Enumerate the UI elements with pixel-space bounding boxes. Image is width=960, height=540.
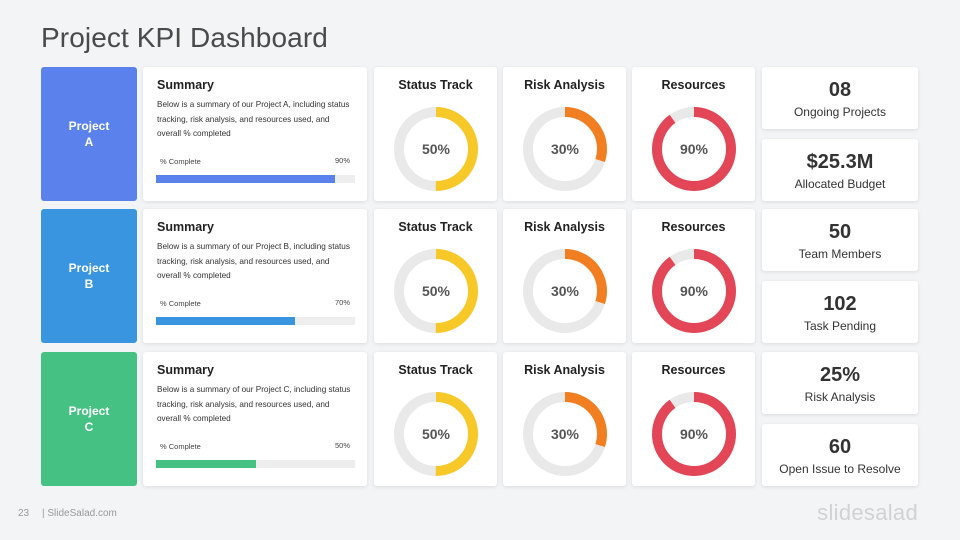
stat-task-pending: 102 Task Pending (762, 281, 918, 343)
risk-analysis-title: Risk Analysis (524, 363, 605, 377)
page-number: 23 (18, 508, 30, 519)
footer-site-link[interactable]: | SlideSalad.com (42, 508, 117, 519)
stat-value: 25% (819, 364, 861, 386)
progress-bar-track (156, 175, 355, 183)
resources-donut (652, 107, 736, 191)
project-c-summary-card: Summary Below is a summary of our Projec… (143, 352, 367, 486)
stat-value: $25.3M (806, 151, 874, 173)
stat-risk-analysis: 25% Risk Analysis (762, 352, 918, 414)
project-b-label: Project (68, 261, 110, 275)
resources-title: Resources (661, 78, 726, 92)
stat-allocated-budget: $25.3M Allocated Budget (762, 139, 918, 201)
stat-open-issues: 60 Open Issue to Resolve (762, 424, 918, 486)
donut-arc (394, 249, 478, 333)
progress-bar-track (156, 460, 355, 468)
progress-bar-fill (156, 460, 256, 468)
resources-value: 90% (679, 141, 709, 157)
stat-ongoing-projects: 08 Ongoing Projects (762, 67, 918, 129)
project-a-risk-card: Risk Analysis 30% (503, 67, 626, 201)
resources-donut (652, 392, 736, 476)
donut-arc (394, 107, 478, 191)
percent-complete-label: % Complete (160, 157, 201, 166)
page-title: Project KPI Dashboard (41, 22, 328, 53)
project-b-status-card: Status Track 50% (374, 209, 497, 343)
status-track-title: Status Track (398, 78, 473, 92)
risk-analysis-title: Risk Analysis (524, 220, 605, 234)
risk-analysis-value: 30% (550, 141, 580, 157)
risk-analysis-donut (523, 392, 607, 476)
project-b-letter: B (84, 277, 94, 291)
status-track-donut (394, 107, 478, 191)
stat-label: Open Issue to Resolve (779, 462, 901, 476)
status-track-donut (394, 249, 478, 333)
stat-value: 50 (828, 221, 852, 243)
project-c-letter: C (84, 420, 94, 434)
resources-value: 90% (679, 426, 709, 442)
project-b-risk-card: Risk Analysis 30% (503, 209, 626, 343)
status-track-donut (394, 392, 478, 476)
summary-title: Summary (157, 363, 214, 377)
percent-complete-label: % Complete (160, 442, 201, 451)
stat-label: Task Pending (803, 319, 877, 333)
stat-label: Allocated Budget (794, 177, 886, 191)
project-c-status-card: Status Track 50% (374, 352, 497, 486)
donut-arc (523, 107, 607, 191)
stat-label: Ongoing Projects (793, 105, 887, 119)
project-b-summary-card: Summary Below is a summary of our Projec… (143, 209, 367, 343)
project-b-resources-card: Resources 90% (632, 209, 755, 343)
summary-description: Below is a summary of our Project B, inc… (157, 242, 350, 280)
status-track-value: 50% (421, 283, 451, 299)
donut-arc (523, 249, 607, 333)
brand-logo: slidesalad (817, 500, 918, 525)
donut-arc (394, 392, 478, 476)
risk-analysis-value: 30% (550, 426, 580, 442)
status-track-value: 50% (421, 426, 451, 442)
summary-description: Below is a summary of our Project A, inc… (157, 100, 350, 138)
stat-value: 60 (828, 436, 852, 458)
percent-complete-label: % Complete (160, 299, 201, 308)
progress-bar-track (156, 317, 355, 325)
donut-arc (652, 107, 736, 191)
project-c-resources-card: Resources 90% (632, 352, 755, 486)
project-a-resources-card: Resources 90% (632, 67, 755, 201)
summary-title: Summary (157, 78, 214, 92)
project-a-status-card: Status Track 50% (374, 67, 497, 201)
percent-complete-value: 70% (334, 298, 350, 307)
status-track-title: Status Track (398, 220, 473, 234)
project-a-tile[interactable]: Project A (41, 67, 137, 201)
project-c-label: Project (68, 404, 110, 418)
percent-complete-value: 90% (334, 156, 350, 165)
donut-arc (652, 249, 736, 333)
summary-title: Summary (157, 220, 214, 234)
stat-value: 08 (828, 79, 852, 101)
stat-label: Team Members (798, 247, 882, 261)
resources-value: 90% (679, 283, 709, 299)
risk-analysis-donut (523, 107, 607, 191)
project-b-tile[interactable]: Project B (41, 209, 137, 343)
project-a-letter: A (84, 135, 94, 149)
risk-analysis-donut (523, 249, 607, 333)
stat-value: 102 (823, 293, 857, 315)
stat-label: Risk Analysis (804, 390, 876, 404)
resources-donut (652, 249, 736, 333)
status-track-value: 50% (421, 141, 451, 157)
progress-bar-fill (156, 175, 336, 183)
percent-complete-value: 50% (334, 441, 350, 450)
project-a-label: Project (68, 119, 110, 133)
progress-bar-fill (156, 317, 296, 325)
donut-arc (652, 392, 736, 476)
resources-title: Resources (661, 363, 726, 377)
risk-analysis-value: 30% (550, 283, 580, 299)
stat-team-members: 50 Team Members (762, 209, 918, 271)
project-a-summary-card: Summary Below is a summary of our Projec… (143, 67, 367, 201)
project-c-risk-card: Risk Analysis 30% (503, 352, 626, 486)
donut-arc (523, 392, 607, 476)
risk-analysis-title: Risk Analysis (524, 78, 605, 92)
project-c-tile[interactable]: Project C (41, 352, 137, 486)
resources-title: Resources (661, 220, 726, 234)
summary-description: Below is a summary of our Project C, inc… (157, 385, 351, 423)
status-track-title: Status Track (398, 363, 473, 377)
